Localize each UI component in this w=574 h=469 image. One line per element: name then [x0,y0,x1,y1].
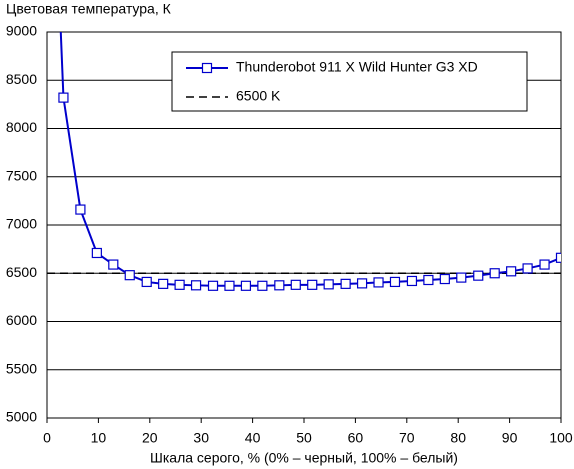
data-point [473,270,484,281]
data-point [75,204,86,215]
x-tick-label: 20 [142,430,158,446]
legend-marker [201,62,213,74]
data-point [456,272,467,283]
x-tick-label: 90 [502,430,518,446]
data-point [539,259,550,270]
x-tick-label: 30 [193,430,209,446]
plot-area [47,32,561,291]
data-point [389,276,401,288]
data-point [240,280,252,291]
y-tick-label: 5000 [6,409,37,425]
data-point [158,278,169,289]
data-point [91,247,102,259]
x-tick-label: 100 [549,430,573,446]
x-tick-label: 70 [399,430,415,446]
data-point [489,268,500,279]
data-point [522,263,533,274]
data-point [58,92,69,103]
x-axis-label: Шкала серого, % (0% – черный, 100% – бел… [150,450,458,466]
data-point [257,280,268,291]
data-point [340,278,351,289]
x-tick-label: 10 [91,430,107,446]
data-point [207,280,219,291]
data-point [124,270,135,281]
data-point [373,277,384,288]
data-point [274,280,285,291]
legend-box [171,51,528,112]
data-point [174,279,185,290]
x-tick-label: 0 [43,430,51,446]
plot-frame [46,31,562,419]
x-tick-label: 60 [348,430,364,446]
chart-title: Цветовая температура, К [6,1,172,17]
legend-label: Thunderobot 911 X Wild Hunter G3 XD [236,59,478,75]
data-point [190,280,202,291]
x-tick-label: 50 [296,430,312,446]
data-point [555,252,561,263]
data-point [307,279,318,290]
y-tick-label: 7500 [6,167,37,183]
y-tick-label: 8000 [6,119,37,135]
y-tick-label: 6000 [6,312,37,328]
y-tick-label: 5500 [6,360,37,376]
data-point [323,279,334,290]
data-point [423,274,434,286]
y-tick-label: 7000 [6,216,37,232]
data-point [141,276,152,288]
data-line [59,32,561,287]
y-tick-label: 6500 [6,264,37,280]
y-tick-label: 8500 [6,71,37,87]
y-tick-label: 9000 [6,23,37,39]
x-tick-label: 80 [450,430,466,446]
data-point [290,279,301,290]
data-point [439,273,450,285]
data-point [108,259,119,270]
data-point [506,266,517,277]
x-tick-label: 40 [245,430,261,446]
data-point [356,278,368,289]
legend-label: 6500 K [236,88,281,104]
data-point [406,275,418,287]
data-point [224,280,235,291]
